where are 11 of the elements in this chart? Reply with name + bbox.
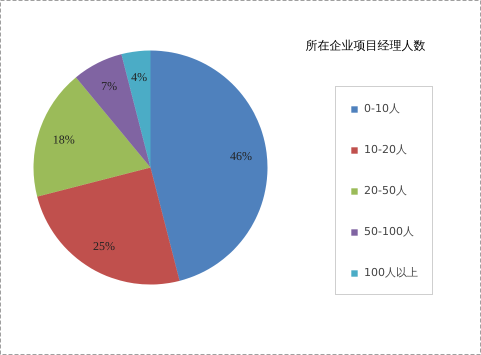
data-label: 46% — [230, 149, 252, 164]
data-label: 25% — [93, 239, 116, 254]
legend-label: 50-100人 — [364, 224, 414, 239]
chart-title: 所在企业项目经理人数 — [306, 38, 426, 52]
data-label: 7% — [101, 79, 118, 94]
data-label: 18% — [52, 132, 75, 146]
legend-label: 10-20人 — [364, 142, 407, 157]
legend-label: 0-10人 — [364, 101, 400, 116]
data-label: 4% — [131, 70, 148, 84]
legend-label: 100人以上 — [364, 265, 418, 280]
legend-label: 20-50人 — [364, 183, 407, 198]
